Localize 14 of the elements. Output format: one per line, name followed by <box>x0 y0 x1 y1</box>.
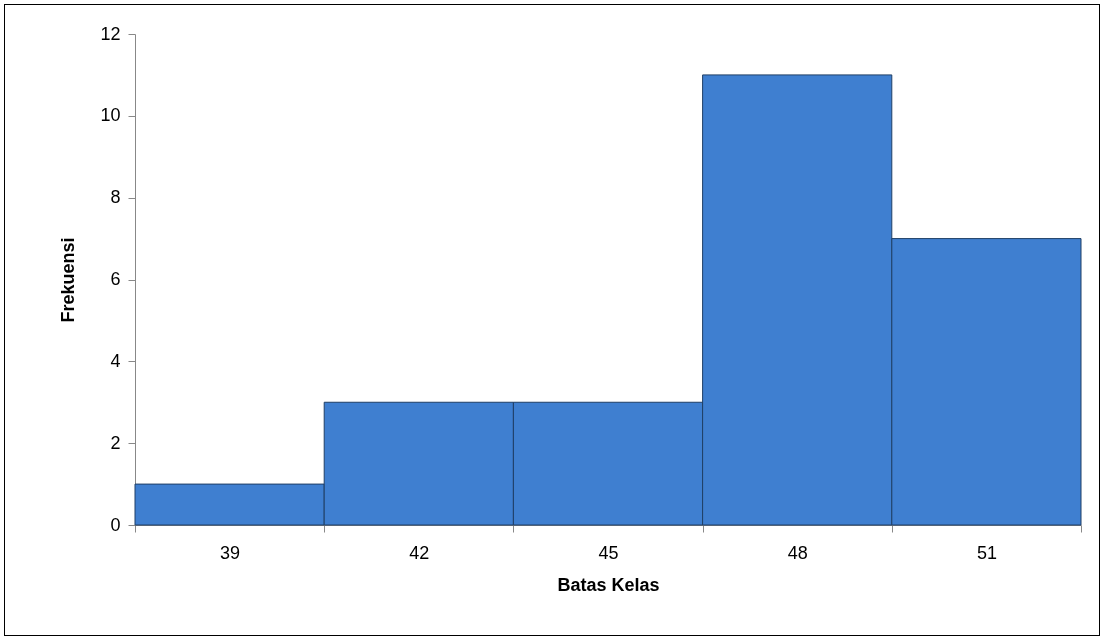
y-tick-label: 0 <box>110 514 121 535</box>
y-tick-label: 4 <box>110 350 121 371</box>
x-axis-title: Batas Kelas <box>557 574 660 595</box>
y-axis-title: Frekuensi <box>58 237 79 323</box>
x-tick-label: 45 <box>598 542 619 563</box>
y-tick-label: 12 <box>100 23 121 44</box>
y-tick-label: 2 <box>110 432 121 453</box>
x-tick-label: 48 <box>787 542 808 563</box>
y-tick-label: 8 <box>110 187 121 208</box>
x-tick-label: 51 <box>976 542 997 563</box>
y-tick-label: 6 <box>110 269 121 289</box>
x-tick-label: 39 <box>220 542 241 563</box>
x-tick-label: 42 <box>409 542 430 563</box>
y-tick-label: 10 <box>100 105 121 126</box>
